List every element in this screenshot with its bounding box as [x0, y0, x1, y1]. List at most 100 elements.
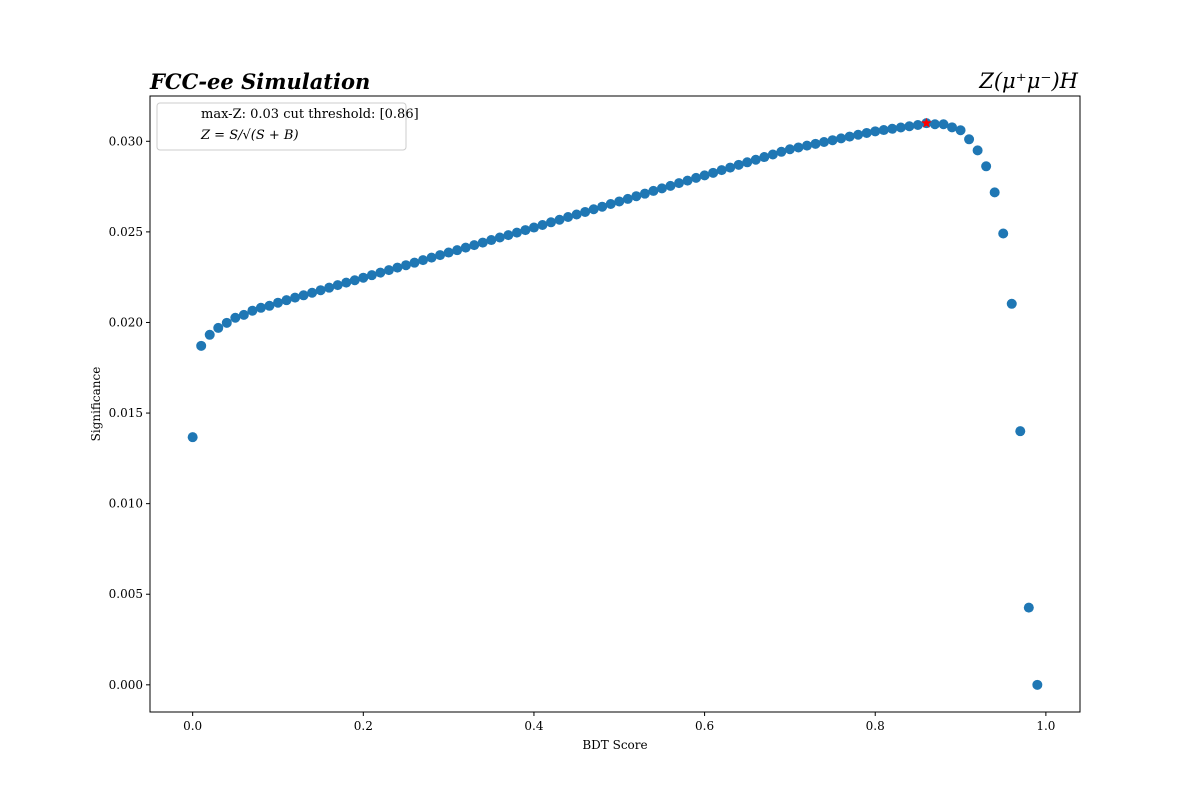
y-tick-label: 0.025: [109, 225, 143, 239]
data-point: [861, 127, 872, 138]
data-point: [981, 161, 992, 172]
data-point: [801, 140, 812, 151]
data-point: [759, 152, 770, 163]
data-point: [503, 230, 514, 241]
data-point: [290, 292, 301, 303]
data-point: [955, 125, 966, 136]
data-point: [418, 255, 429, 266]
data-point: [665, 180, 676, 191]
data-point: [989, 187, 1000, 198]
data-point: [281, 295, 292, 306]
data-point: [853, 129, 864, 140]
data-point: [494, 232, 505, 243]
data-point: [366, 270, 377, 281]
data-point: [392, 262, 403, 273]
data-point: [631, 191, 642, 202]
data-point: [435, 250, 446, 261]
data-point: [520, 225, 531, 236]
data-point: [554, 214, 565, 225]
data-point: [597, 201, 608, 212]
data-point: [358, 272, 369, 283]
data-point: [1015, 426, 1026, 437]
data-point: [571, 209, 582, 220]
data-point: [213, 322, 224, 333]
data-point: [708, 167, 719, 178]
y-tick-label: 0.020: [109, 315, 143, 329]
data-point: [1023, 602, 1034, 613]
data-point: [639, 188, 650, 199]
data-point: [656, 183, 667, 194]
data-point: [793, 142, 804, 153]
y-tick-label: 0.030: [109, 134, 143, 148]
legend-entry-formula: Z = S/√(S + B): [200, 128, 299, 143]
data-point: [204, 329, 215, 340]
y-axis-label: Significance: [89, 367, 103, 442]
data-point: [324, 282, 335, 293]
data-point: [264, 300, 275, 311]
data-point: [784, 144, 795, 155]
data-point: [716, 165, 727, 176]
data-point: [469, 240, 480, 251]
max-z-star-marker: [921, 117, 932, 128]
data-point: [827, 135, 838, 146]
data-point: [810, 138, 821, 149]
data-point: [622, 193, 633, 204]
data-point: [588, 204, 599, 215]
data-point: [878, 125, 889, 136]
data-point: [742, 157, 753, 168]
data-point: [614, 196, 625, 207]
data-point: [196, 340, 207, 351]
data-point: [238, 309, 249, 320]
data-point: [725, 162, 736, 173]
data-point: [699, 170, 710, 181]
data-point: [511, 227, 522, 238]
data-point: [383, 265, 394, 276]
data-point: [230, 312, 241, 323]
data-point: [895, 122, 906, 133]
data-point: [272, 297, 283, 308]
x-tick-label: 0.6: [695, 719, 714, 733]
data-point: [964, 134, 975, 145]
x-tick-label: 1.0: [1036, 719, 1055, 733]
data-point: [375, 267, 386, 278]
chart-title-right: Z(μ⁺μ⁻)H: [978, 69, 1078, 93]
data-point: [443, 247, 454, 258]
x-axis-label: BDT Score: [582, 738, 647, 752]
data-point: [912, 119, 923, 130]
data-point: [528, 222, 539, 233]
data-point: [255, 302, 266, 313]
data-point: [477, 237, 488, 248]
legend: max-Z: 0.03 cut threshold: [0.86] Z = S/…: [156, 102, 419, 151]
plot-area: [149, 95, 1081, 713]
data-point: [998, 228, 1009, 239]
data-point: [733, 159, 744, 170]
x-tick-label: 0.8: [866, 719, 885, 733]
data-point: [460, 242, 471, 253]
data-point: [648, 185, 659, 196]
legend-entry-max-z: max-Z: 0.03 cut threshold: [0.86]: [201, 107, 419, 122]
data-point: [938, 119, 949, 130]
data-point: [972, 145, 983, 156]
data-point: [332, 280, 343, 291]
data-point: [400, 260, 411, 271]
data-point: [307, 287, 318, 298]
data-point: [537, 219, 548, 230]
data-point: [580, 206, 591, 217]
data-point: [563, 212, 574, 223]
data-point: [691, 172, 702, 183]
data-point: [836, 133, 847, 144]
data-point: [929, 119, 940, 130]
data-point: [349, 275, 360, 286]
data-point: [673, 178, 684, 189]
data-point: [546, 217, 557, 228]
data-point: [341, 277, 352, 288]
data-point: [187, 432, 198, 443]
chart-title: FCC-ee Simulation: [149, 69, 370, 94]
x-tick-label: 0.2: [354, 719, 373, 733]
x-tick-label: 0.4: [524, 719, 543, 733]
data-point: [409, 257, 420, 268]
data-point: [947, 122, 958, 133]
data-point: [776, 146, 787, 157]
data-point: [1032, 679, 1043, 690]
